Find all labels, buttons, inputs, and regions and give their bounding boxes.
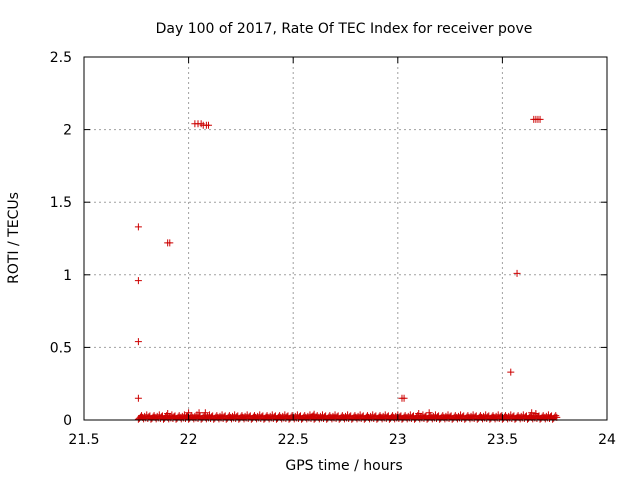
grid-lines [84, 57, 607, 420]
data-point [310, 410, 318, 418]
x-tick-label: 22.5 [278, 432, 309, 448]
data-point [204, 121, 212, 129]
data-point [134, 394, 142, 402]
y-axis-label: ROTI / TECUs [6, 192, 22, 284]
x-tick-label: 23 [389, 432, 407, 448]
data-point [528, 409, 536, 417]
data-point [532, 409, 540, 417]
data-point [201, 409, 209, 417]
data-point [195, 409, 203, 417]
y-tick-label: 2 [63, 123, 72, 139]
plot-frame [83, 56, 608, 421]
data-point [400, 394, 408, 402]
data-point [513, 269, 521, 277]
data-point [134, 338, 142, 346]
x-tick-label: 21.5 [68, 432, 99, 448]
data-point [415, 409, 423, 417]
data-point [536, 115, 544, 123]
chart-title: Day 100 of 2017, Rate Of TEC Index for r… [156, 21, 533, 37]
data-point [552, 412, 560, 420]
y-tick-label: 2.5 [50, 50, 72, 66]
data-point [507, 368, 515, 376]
x-tick-label: 22 [180, 432, 198, 448]
data-point [134, 277, 142, 285]
y-tick-label: 0 [63, 413, 72, 429]
data-point [164, 409, 172, 417]
x-tick-label: 23.5 [487, 432, 518, 448]
y-tick-label: 0.5 [50, 340, 72, 356]
data-points [134, 115, 561, 423]
data-point [166, 239, 174, 247]
y-tick-label: 1 [63, 268, 72, 284]
y-tick-label: 1.5 [50, 195, 72, 211]
data-point [134, 223, 142, 231]
x-axis-label: GPS time / hours [285, 458, 402, 474]
x-tick-label: 24 [598, 432, 616, 448]
data-point [425, 409, 433, 417]
